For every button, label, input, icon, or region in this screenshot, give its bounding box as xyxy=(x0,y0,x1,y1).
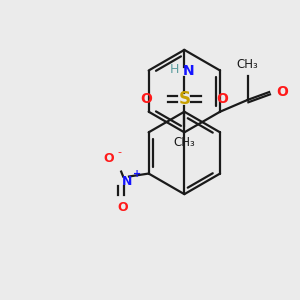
Text: N: N xyxy=(182,64,194,79)
Text: CH₃: CH₃ xyxy=(237,58,258,70)
Text: H: H xyxy=(170,63,179,76)
Text: O: O xyxy=(118,201,128,214)
Text: CH₃: CH₃ xyxy=(173,136,195,149)
Text: O: O xyxy=(140,92,152,106)
Text: O: O xyxy=(103,152,114,165)
Text: O: O xyxy=(276,85,288,99)
Text: S: S xyxy=(178,90,190,108)
Text: N: N xyxy=(122,175,132,188)
Text: O: O xyxy=(217,92,229,106)
Text: +: + xyxy=(133,169,141,178)
Text: -: - xyxy=(117,147,121,157)
